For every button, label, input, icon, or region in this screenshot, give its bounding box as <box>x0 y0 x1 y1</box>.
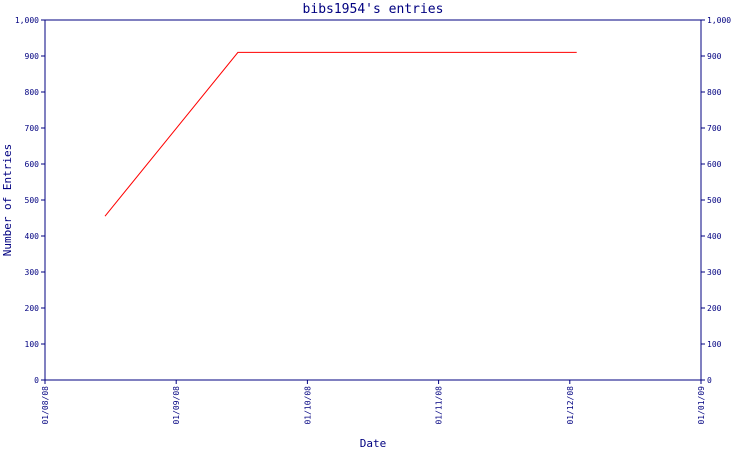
y-tick-label-left: 200 <box>25 304 40 313</box>
x-tick-label: 01/01/09 <box>697 386 706 425</box>
x-axis-title: Date <box>360 437 387 450</box>
x-tick-label: 01/08/08 <box>41 386 50 425</box>
series-line <box>104 51 577 217</box>
y-tick-label-left: 700 <box>25 124 40 133</box>
y-axis-left: 0 100 200 300 400 500 600 700 800 900 1,000 <box>15 16 45 385</box>
y-tick-label-left: 0 <box>34 376 39 385</box>
y-tick-label-right: 100 <box>707 340 722 349</box>
y-tick-label-right: 700 <box>707 124 722 133</box>
y-tick-label-right: 800 <box>707 88 722 97</box>
y-tick-label-left: 1,000 <box>15 16 39 25</box>
x-tick-label: 01/10/08 <box>303 386 312 425</box>
y-tick-label-right: 300 <box>707 268 722 277</box>
y-axis-right: 0 100 200 300 400 500 600 700 800 900 1,000 <box>701 16 731 385</box>
plot-frame <box>44 19 702 381</box>
series-layer <box>104 51 577 217</box>
y-tick-label-left: 100 <box>25 340 40 349</box>
y-tick-label-right: 900 <box>707 52 722 61</box>
y-tick-label-left: 300 <box>25 268 40 277</box>
x-tick-label: 01/12/08 <box>566 386 575 425</box>
y-tick-label-left: 900 <box>25 52 40 61</box>
y-tick-label-right: 1,000 <box>707 16 731 25</box>
y-tick-label-left: 800 <box>25 88 40 97</box>
y-tick-label-left: 400 <box>25 232 40 241</box>
x-axis: 01/08/08 01/09/08 01/10/08 01/11/08 01/12/08… <box>41 380 706 425</box>
x-tick-label: 01/11/08 <box>435 386 444 425</box>
y-tick-label-left: 500 <box>25 196 40 205</box>
y-axis-title: Number of Entries <box>1 144 14 257</box>
y-tick-label-right: 400 <box>707 232 722 241</box>
y-tick-label-right: 500 <box>707 196 722 205</box>
y-tick-label-left: 600 <box>25 160 40 169</box>
chart-title: bibs1954's entries <box>303 2 444 17</box>
y-tick-label-right: 0 <box>707 376 712 385</box>
plot-border <box>44 19 702 381</box>
y-tick-label-right: 600 <box>707 160 722 169</box>
y-tick-label-right: 200 <box>707 304 722 313</box>
x-tick-label: 01/09/08 <box>172 386 181 425</box>
